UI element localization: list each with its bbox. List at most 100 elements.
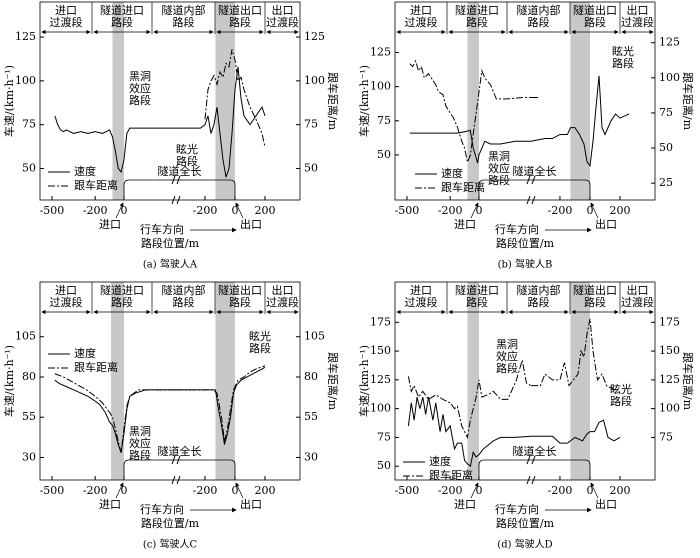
- y2-axis-label: 跟车距离/m: [681, 352, 695, 411]
- y-tick-label: 125: [370, 46, 391, 59]
- x-axis-label: 路段位置/m: [141, 236, 200, 250]
- series-line: [54, 373, 176, 453]
- y-tick-label: 100: [370, 402, 391, 415]
- y-tick-label: 100: [370, 80, 391, 93]
- plot-frame: [394, 1, 656, 201]
- y2-tick-label: 75: [659, 106, 673, 119]
- series-line: [530, 75, 630, 168]
- y2-tick-label: 100: [659, 71, 680, 84]
- y-axis-label: 车速/(km·h⁻¹): [357, 65, 371, 137]
- tunnel-break: [171, 175, 181, 185]
- y-tick-label: 150: [370, 344, 391, 357]
- entrance-label: 进口: [454, 218, 476, 231]
- direction-label: 行车方向: [495, 222, 539, 236]
- tunnel-label: 隧道全长: [157, 164, 201, 178]
- zone-label: 路段: [584, 15, 606, 29]
- x-axis-label: 路段位置/m: [141, 516, 200, 530]
- black-hole-label: 路段: [488, 173, 510, 187]
- entrance-arrow: [115, 202, 124, 219]
- exit-label: 出口: [595, 217, 617, 231]
- zone-label: 路段: [528, 295, 550, 309]
- exit-label: 出口: [595, 497, 617, 511]
- y2-axis-label: 跟车距离/m: [326, 72, 340, 131]
- x-axis-label: 路段位置/m: [496, 236, 555, 250]
- zone-label: 路段: [466, 15, 488, 29]
- y-tick-label: 75: [377, 430, 391, 443]
- x-axis-label: 路段位置/m: [496, 516, 555, 530]
- exit-label: 出口: [240, 497, 262, 511]
- tunnel-label: 隧道全长: [157, 444, 201, 458]
- axis-break: [171, 195, 181, 205]
- x-tick-label: -200: [83, 484, 108, 497]
- glare-label: 眩光: [176, 142, 198, 156]
- series-line: [176, 366, 266, 445]
- zone-label: 隧道进口: [100, 283, 144, 297]
- zone-label: 隧道进口: [100, 3, 144, 17]
- y2-tick-label: 175: [659, 315, 680, 328]
- y-tick-label: 100: [15, 74, 36, 87]
- zone-label: 路段: [111, 15, 133, 29]
- x-tick-label: 0: [231, 484, 238, 497]
- y2-tick-label: 50: [304, 161, 318, 174]
- zone-label: 过渡段: [50, 15, 83, 29]
- axis-break: [526, 475, 536, 485]
- caption: (b) 驾驶人B: [498, 258, 553, 271]
- zone-label: 过渡段: [405, 295, 438, 309]
- direction-label: 行车方向: [140, 222, 184, 236]
- legend-label: 速度: [74, 164, 96, 178]
- legend-label: 跟车距离: [441, 180, 485, 194]
- zone-label: 路段: [111, 295, 133, 309]
- legend-label: 跟车距离: [74, 360, 118, 374]
- series-line: [531, 318, 618, 392]
- zone-label: 过渡段: [405, 15, 438, 29]
- x-tick-label: -200: [193, 204, 218, 217]
- zone-label: 出口: [272, 283, 294, 297]
- series-line: [176, 365, 266, 442]
- glare-label: 眩光: [249, 329, 271, 343]
- x-tick-label: -500: [40, 204, 65, 217]
- y-tick-label: 50: [377, 148, 391, 161]
- series-line: [531, 419, 621, 444]
- entrance-arrow: [470, 482, 479, 499]
- glare-label: 路段: [176, 154, 198, 168]
- exit-arrow: [590, 482, 599, 499]
- zone-label: 隧道内部: [517, 283, 561, 297]
- y2-tick-label: 100: [304, 74, 325, 87]
- y2-tick-label: 30: [304, 450, 318, 463]
- zone-label: 进口: [410, 284, 432, 297]
- entrance-label: 进口: [454, 498, 476, 511]
- legend-label: 跟车距离: [74, 178, 118, 192]
- y-tick-label: 105: [15, 330, 36, 343]
- tunnel-outline: [478, 179, 591, 200]
- x-tick-label: 200: [610, 484, 631, 497]
- zone-label: 路段: [229, 295, 251, 309]
- zone-label: 路段: [173, 295, 195, 309]
- black-hole-band: [467, 2, 479, 200]
- plot-frame: [39, 1, 301, 201]
- glare-label: 路段: [610, 394, 632, 408]
- x-tick-label: 0: [586, 204, 593, 217]
- series-line: [407, 396, 532, 468]
- zone-label: 隧道进口: [455, 283, 499, 297]
- axis-break: [526, 195, 536, 205]
- y2-tick-label: 150: [659, 344, 680, 357]
- zone-label: 隧道内部: [162, 3, 206, 17]
- zone-label: 路段: [229, 15, 251, 29]
- zone-label: 隧道内部: [517, 3, 561, 17]
- y-tick-label: 80: [22, 370, 36, 383]
- x-tick-label: 0: [231, 204, 238, 217]
- tunnel-break: [526, 455, 536, 465]
- entrance-arrow: [115, 482, 124, 499]
- zone-label: 过渡段: [266, 15, 299, 29]
- y2-tick-label: 55: [304, 410, 318, 423]
- x-tick-label: 0: [475, 484, 482, 497]
- plot-frame: [39, 281, 301, 481]
- y-tick-label: 175: [370, 315, 391, 328]
- x-tick-label: -200: [548, 484, 573, 497]
- black-hole-band: [467, 282, 479, 480]
- legend-label: 速度: [74, 346, 96, 360]
- y-tick-label: 55: [22, 410, 36, 423]
- zone-label: 出口: [272, 3, 294, 17]
- glare-label: 路段: [249, 341, 271, 355]
